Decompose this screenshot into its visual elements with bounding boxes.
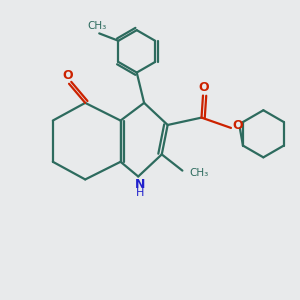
Text: N: N — [134, 178, 145, 191]
Text: H: H — [136, 188, 144, 198]
Text: CH₃: CH₃ — [87, 21, 106, 31]
Text: O: O — [232, 119, 243, 132]
Text: CH₃: CH₃ — [190, 168, 209, 178]
Text: O: O — [198, 81, 209, 94]
Text: O: O — [62, 69, 73, 82]
